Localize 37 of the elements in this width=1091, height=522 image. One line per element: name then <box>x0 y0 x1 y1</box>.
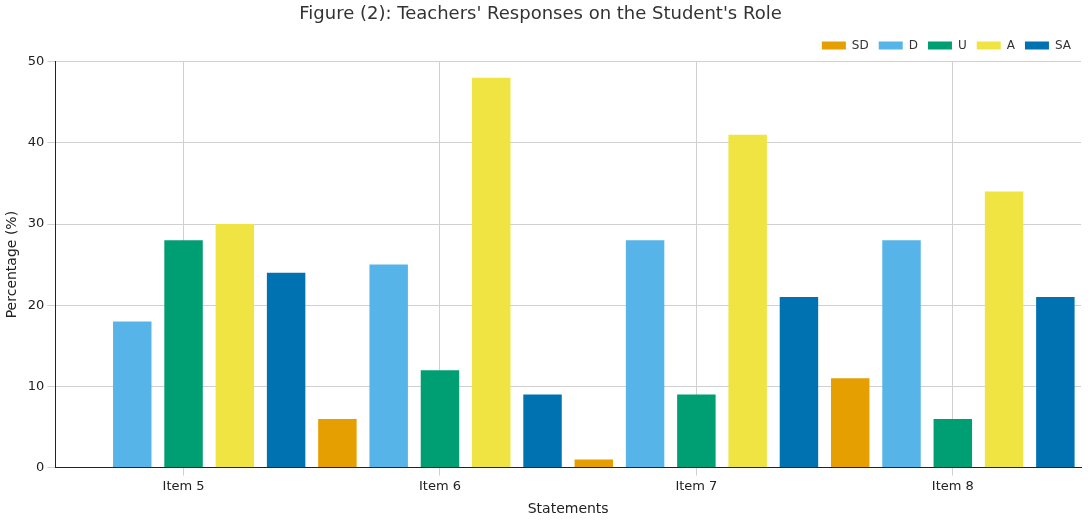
bar <box>1036 297 1075 468</box>
y-tick-label: 50 <box>27 52 45 68</box>
y-tick-label: 10 <box>27 377 45 393</box>
bar <box>318 418 357 468</box>
legend-label: SD <box>851 37 869 52</box>
bar <box>164 240 203 468</box>
bar <box>625 240 665 468</box>
legend-label: U <box>957 37 967 52</box>
bar <box>779 297 819 468</box>
bar <box>420 370 460 468</box>
y-tick-label: 0 <box>36 458 45 474</box>
bar <box>677 394 716 468</box>
chart-title: Figure (2): Teachers' Responses on the Student's Role <box>299 2 782 24</box>
bar <box>984 191 1024 468</box>
y-tick-label: 20 <box>27 296 45 312</box>
bar <box>113 321 152 468</box>
bar <box>266 272 306 468</box>
bar <box>728 134 767 468</box>
x-axis-title: Statements <box>527 500 609 517</box>
bar <box>369 264 408 468</box>
x-tick-label: Item 6 <box>418 477 461 493</box>
bar <box>831 378 870 468</box>
bar <box>523 394 562 468</box>
bar <box>215 224 255 468</box>
bar <box>933 418 973 468</box>
bar <box>574 459 614 468</box>
x-tick-label: Item 8 <box>931 477 974 493</box>
x-tick-label: Item 7 <box>675 477 718 493</box>
legend-label: SA <box>1054 37 1072 52</box>
bar <box>472 77 511 468</box>
legend-label: D <box>908 37 918 52</box>
x-tick-label: Item 5 <box>162 477 205 493</box>
bar <box>882 240 921 468</box>
y-tick-label: 30 <box>27 215 45 231</box>
legend-label: A <box>1006 37 1016 52</box>
y-tick-label: 40 <box>27 134 45 150</box>
y-axis-title: Percentage (%) <box>3 210 20 319</box>
